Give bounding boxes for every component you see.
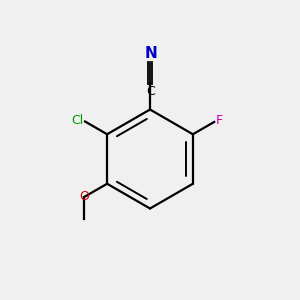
Text: Cl: Cl <box>71 114 83 127</box>
Text: N: N <box>145 46 157 61</box>
Text: C: C <box>146 85 155 98</box>
Text: F: F <box>216 114 223 127</box>
Text: O: O <box>79 190 89 203</box>
